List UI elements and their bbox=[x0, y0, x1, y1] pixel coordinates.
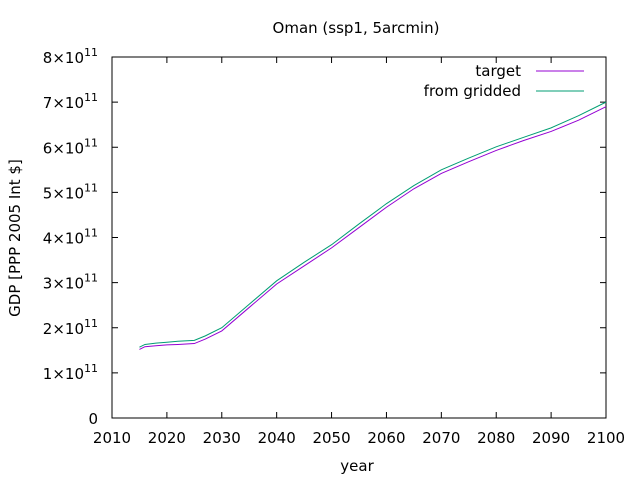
legend-label: from gridded bbox=[424, 82, 521, 100]
legend: target from gridded bbox=[424, 62, 584, 100]
y-tick-exponent: 11 bbox=[84, 136, 98, 149]
y-axis-label: GDP [PPP 2005 Int $] bbox=[6, 159, 24, 317]
y-tick-label: 2×1011 bbox=[43, 317, 98, 338]
y-tick-label: 3×1011 bbox=[43, 272, 98, 293]
x-tick-label: 2020 bbox=[148, 429, 186, 447]
x-tick-label: 2070 bbox=[422, 429, 460, 447]
x-tick-label: 2040 bbox=[258, 429, 296, 447]
x-tick-label: 2060 bbox=[367, 429, 405, 447]
x-tick-label: 2050 bbox=[312, 429, 350, 447]
y-tick-label: 0 bbox=[88, 410, 98, 428]
series-lines bbox=[139, 101, 607, 350]
y-tick-mantissa: 6×10 bbox=[43, 139, 84, 157]
y-tick-mantissa: 3×10 bbox=[43, 275, 84, 293]
y-tick-mantissa: 5×10 bbox=[43, 184, 84, 202]
legend-label: target bbox=[475, 62, 521, 80]
y-axis: 01×10112×10113×10114×10115×10116×10117×1… bbox=[43, 46, 606, 428]
y-tick-label: 6×1011 bbox=[43, 136, 98, 157]
chart-title: Oman (ssp1, 5arcmin) bbox=[273, 19, 440, 37]
y-tick-label: 4×1011 bbox=[43, 227, 98, 248]
x-tick-label: 2090 bbox=[532, 429, 570, 447]
y-tick-mantissa: 2×10 bbox=[43, 320, 84, 338]
y-tick-label: 7×1011 bbox=[43, 91, 98, 112]
y-tick-mantissa: 8×10 bbox=[43, 49, 84, 67]
y-tick-mantissa: 1×10 bbox=[43, 365, 84, 383]
x-axis: 2010 2020 2030 2040 2050 2060 2070 2080 2090 2100 bbox=[93, 57, 625, 447]
y-tick-label: 5×1011 bbox=[43, 181, 98, 202]
y-tick-exponent: 11 bbox=[84, 272, 98, 285]
y-tick-mantissa: 4×10 bbox=[43, 230, 84, 248]
y-tick-exponent: 11 bbox=[84, 91, 98, 104]
y-tick-mantissa: 0 bbox=[88, 410, 98, 428]
x-tick-label: 2100 bbox=[587, 429, 625, 447]
x-tick-label: 2010 bbox=[93, 429, 131, 447]
series-line-from-gridded bbox=[139, 101, 607, 348]
x-tick-label: 2030 bbox=[203, 429, 241, 447]
y-tick-exponent: 11 bbox=[84, 181, 98, 194]
y-tick-label: 8×1011 bbox=[43, 46, 98, 67]
x-tick-label: 2080 bbox=[477, 429, 515, 447]
x-axis-label: year bbox=[340, 457, 374, 475]
plot-frame bbox=[111, 56, 607, 419]
y-tick-exponent: 11 bbox=[84, 227, 98, 240]
y-tick-exponent: 11 bbox=[84, 362, 98, 375]
y-tick-label: 1×1011 bbox=[43, 362, 98, 383]
y-tick-mantissa: 7×10 bbox=[43, 94, 84, 112]
y-tick-exponent: 11 bbox=[84, 317, 98, 330]
series-line-target bbox=[139, 106, 607, 350]
y-tick-exponent: 11 bbox=[84, 46, 98, 59]
